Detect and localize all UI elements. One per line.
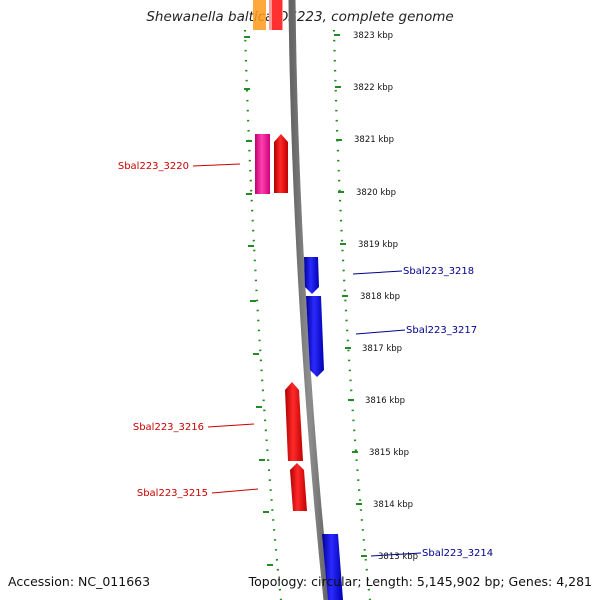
scale-label: 3816 kbp [365, 396, 405, 406]
gene-arrow-sbal223-3218[interactable] [304, 257, 319, 294]
topology-label: Topology: circular; Length: 5,145,902 bp… [248, 574, 592, 589]
genome-title: Shewanella baltica OS223, complete genom… [146, 9, 454, 25]
genome-backbone [288, 0, 331, 600]
scale-label: 3817 kbp [362, 344, 402, 354]
gene-arrow-sbal223-3217[interactable] [306, 296, 324, 377]
scale-label: 3822 kbp [353, 83, 393, 93]
outer-dotted-guide [332, 29, 372, 600]
gene-arrow-sbal223-3216[interactable] [285, 382, 303, 461]
feature-orange[interactable] [253, 0, 266, 30]
gene-arrow-sbal223-3220[interactable] [274, 134, 288, 193]
scale-label: 3821 kbp [354, 135, 394, 145]
feature-red-top[interactable] [272, 0, 282, 30]
gene-label-sbal223-3215[interactable]: Sbal223_3215 [137, 488, 208, 499]
gene-arrow-sbal223-3214[interactable] [322, 534, 343, 600]
scale-label: 3820 kbp [356, 188, 396, 198]
gene-label-sbal223-3217[interactable]: Sbal223_3217 [406, 325, 477, 336]
gene-label-sbal223-3214[interactable]: Sbal223_3214 [422, 548, 493, 559]
inner-tick-marks [244, 36, 273, 566]
gene-label-sbal223-3218[interactable]: Sbal223_3218 [403, 266, 474, 277]
outer-tick-marks [334, 34, 367, 557]
scale-label: 3814 kbp [373, 500, 413, 510]
scale-label: 3818 kbp [360, 292, 400, 302]
accession-label: Accession: NC_011663 [8, 574, 151, 589]
gene-label-sbal223-3220[interactable]: Sbal223_3220 [118, 161, 189, 172]
scale-label: 3813 kbp [378, 552, 418, 562]
scale-label: 3823 kbp [353, 31, 393, 41]
scale-label: 3815 kbp [369, 448, 409, 458]
gene-label-sbal223-3216[interactable]: Sbal223_3216 [133, 422, 204, 433]
feature-pink[interactable] [255, 134, 270, 194]
gene-arrow-sbal223-3215[interactable] [290, 463, 307, 511]
scale-label: 3819 kbp [358, 240, 398, 250]
inner-dotted-guide [243, 29, 283, 600]
